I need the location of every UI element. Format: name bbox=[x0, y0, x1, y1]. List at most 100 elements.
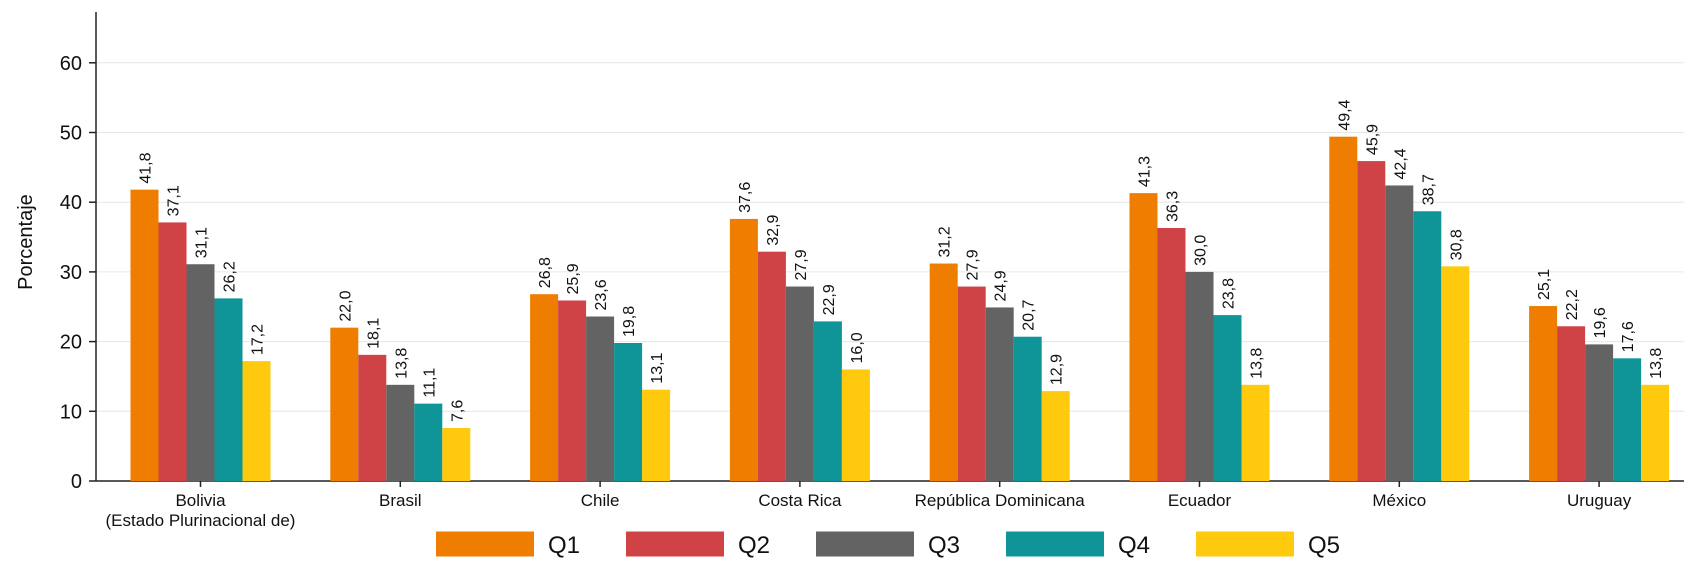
category-label: República Dominicana bbox=[915, 491, 1086, 510]
legend-label-q5: Q5 bbox=[1308, 532, 1340, 559]
data-label: 31,1 bbox=[194, 227, 211, 258]
bar-q5 bbox=[442, 428, 471, 481]
bar-q1 bbox=[530, 294, 559, 481]
bar-q1 bbox=[1329, 136, 1358, 481]
y-axis-title: Porcentaje bbox=[15, 194, 37, 290]
y-tick-label: 40 bbox=[60, 192, 82, 214]
bar-q4 bbox=[1213, 315, 1242, 481]
bar-q2 bbox=[358, 354, 387, 481]
data-label: 22,0 bbox=[337, 290, 354, 321]
bar-q1 bbox=[1129, 193, 1158, 481]
y-tick-label: 60 bbox=[60, 53, 82, 75]
bar-q5 bbox=[1041, 391, 1070, 481]
data-label: 24,9 bbox=[993, 270, 1010, 301]
bar-q3 bbox=[985, 307, 1014, 481]
data-label: 11,1 bbox=[421, 368, 438, 398]
data-label: 25,9 bbox=[565, 263, 582, 294]
legend-swatch-q4 bbox=[1006, 531, 1104, 557]
bar-q2 bbox=[158, 222, 187, 481]
category-label: Chile bbox=[581, 491, 620, 510]
legend-label-q2: Q2 bbox=[738, 532, 770, 559]
bar-q4 bbox=[1013, 336, 1042, 481]
legend-swatch-q3 bbox=[816, 531, 914, 557]
bar-q5 bbox=[1641, 384, 1670, 481]
bars bbox=[130, 136, 1670, 482]
data-label: 27,9 bbox=[793, 249, 810, 280]
bar-q4 bbox=[1613, 358, 1642, 481]
bar-q3 bbox=[1585, 344, 1614, 481]
data-label: 19,6 bbox=[1592, 307, 1609, 338]
data-label: 13,8 bbox=[1648, 348, 1665, 379]
category-label: Ecuador bbox=[1168, 491, 1232, 510]
category-labels: Bolivia(Estado Plurinacional de) Brasil Ch… bbox=[106, 491, 1632, 530]
data-label: 25,1 bbox=[1536, 269, 1553, 300]
data-label: 32,9 bbox=[765, 214, 782, 245]
data-label: 20,7 bbox=[1021, 299, 1038, 330]
data-label: 38,7 bbox=[1420, 174, 1437, 205]
bar-q3 bbox=[785, 286, 814, 481]
bar-q1 bbox=[729, 218, 758, 482]
y-tick-label: 20 bbox=[60, 332, 82, 354]
data-label: 12,9 bbox=[1049, 354, 1066, 385]
bar-q1 bbox=[1529, 306, 1558, 481]
bar-q4 bbox=[813, 321, 842, 481]
legend: Q1 Q2 Q3 Q4 Q5 bbox=[436, 531, 1340, 559]
data-label: 37,6 bbox=[737, 182, 754, 213]
data-label: 26,2 bbox=[222, 261, 239, 292]
bar-q1 bbox=[330, 327, 359, 481]
bar-q2 bbox=[558, 300, 587, 481]
category-label: Brasil bbox=[379, 491, 422, 510]
bar-q4 bbox=[414, 403, 443, 481]
data-labels: 41,8 37,1 31,1 26,2 17,2 22,0 18,1 13,8 11,1 7,6 2… bbox=[138, 99, 1666, 422]
data-label: 23,6 bbox=[593, 279, 610, 310]
data-label: 13,1 bbox=[649, 352, 666, 383]
bar-q2 bbox=[757, 251, 786, 481]
bar-q1 bbox=[929, 263, 958, 481]
category-label: Bolivia bbox=[175, 491, 226, 510]
legend-swatch-q1 bbox=[436, 531, 534, 557]
bar-q3 bbox=[1185, 271, 1214, 481]
legend-label-q4: Q4 bbox=[1118, 532, 1150, 559]
y-tick-label: 50 bbox=[60, 123, 82, 145]
y-tick-label: 10 bbox=[60, 401, 82, 423]
data-label: 31,2 bbox=[937, 226, 954, 257]
bar-q4 bbox=[614, 342, 643, 481]
data-label: 22,9 bbox=[821, 284, 838, 315]
bar-q5 bbox=[1441, 266, 1470, 481]
category-label: Uruguay bbox=[1567, 491, 1632, 510]
category-label: México bbox=[1372, 491, 1426, 510]
bar-q2 bbox=[1357, 161, 1386, 481]
data-label: 16,0 bbox=[849, 332, 866, 363]
data-label: 22,2 bbox=[1564, 289, 1581, 320]
y-tick-label: 30 bbox=[60, 262, 82, 284]
bar-q3 bbox=[1385, 185, 1414, 482]
category-label: (Estado Plurinacional de) bbox=[106, 511, 296, 530]
legend-label-q3: Q3 bbox=[928, 532, 960, 559]
bar-q3 bbox=[586, 316, 615, 481]
data-label: 37,1 bbox=[166, 185, 183, 216]
legend-label-q1: Q1 bbox=[548, 532, 580, 559]
data-label: 17,2 bbox=[250, 324, 267, 355]
data-label: 18,1 bbox=[365, 318, 382, 349]
bar-q1 bbox=[130, 189, 159, 482]
data-label: 27,9 bbox=[965, 249, 982, 280]
bar-q5 bbox=[841, 369, 870, 481]
category-label: Costa Rica bbox=[758, 491, 842, 510]
bar-q3 bbox=[386, 384, 415, 481]
data-label: 17,6 bbox=[1620, 321, 1637, 352]
bar-q2 bbox=[1557, 326, 1586, 481]
bar-q2 bbox=[957, 286, 986, 481]
data-label: 36,3 bbox=[1165, 191, 1182, 222]
data-label: 42,4 bbox=[1392, 148, 1409, 179]
data-label: 30,8 bbox=[1448, 229, 1465, 260]
data-label: 26,8 bbox=[537, 257, 554, 288]
bar-q3 bbox=[186, 264, 215, 481]
bar-q5 bbox=[1241, 384, 1270, 481]
bar-q4 bbox=[214, 298, 243, 481]
data-label: 7,6 bbox=[449, 400, 466, 422]
data-label: 13,8 bbox=[1249, 348, 1266, 379]
legend-swatch-q2 bbox=[626, 531, 724, 557]
y-tick-label: 0 bbox=[71, 471, 82, 493]
data-label: 41,8 bbox=[138, 152, 155, 183]
